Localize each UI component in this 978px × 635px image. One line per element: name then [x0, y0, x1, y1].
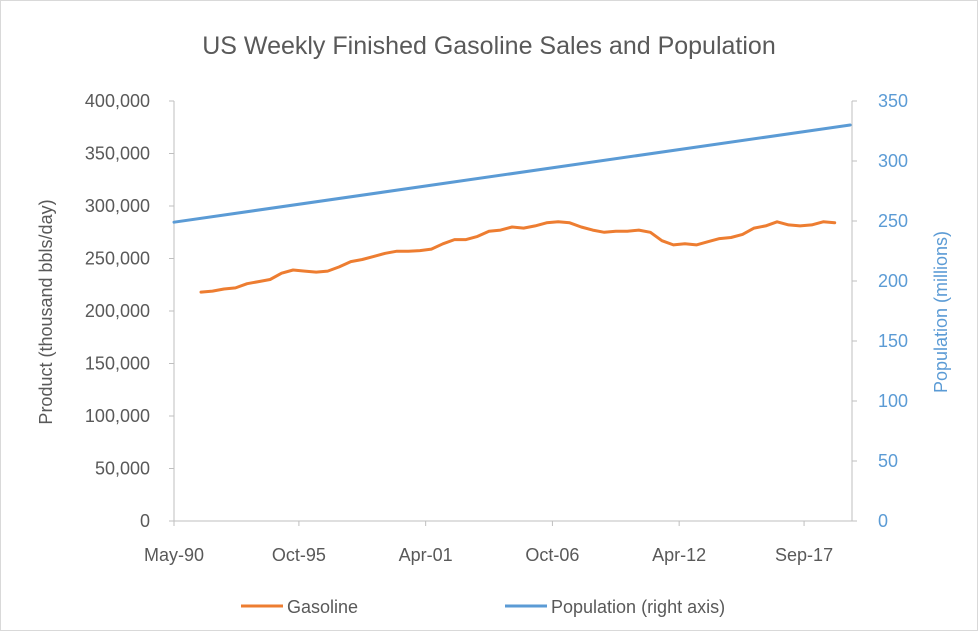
- right-tick-label: 300: [878, 151, 908, 171]
- x-tick-label: Oct-95: [272, 545, 326, 565]
- x-tick-label: Apr-01: [399, 545, 453, 565]
- right-tick-label: 0: [878, 511, 888, 531]
- axes: [173, 101, 853, 522]
- x-axis-ticks: May-90 Oct-95 Apr-01 Oct-06 Apr-12 Sep-17: [144, 521, 833, 565]
- right-tick-label: 200: [878, 271, 908, 291]
- right-tick-label: 350: [878, 91, 908, 111]
- x-tick-label: Apr-12: [652, 545, 706, 565]
- series-layer: [172, 123, 852, 294]
- right-axis-ticks: 0 50 100 150 200 250 300 350: [852, 91, 908, 531]
- left-tick-label: 200,000: [85, 301, 150, 321]
- left-axis-ticks: 0 50,000 100,000 150,000 200,000 250,000 300,0…: [85, 91, 174, 531]
- right-tick-label: 150: [878, 331, 908, 351]
- legend-label-population: Population (right axis): [551, 597, 725, 617]
- left-tick-label: 50,000: [95, 459, 150, 479]
- chart-title: US Weekly Finished Gasoline Sales and Po…: [202, 32, 775, 60]
- left-tick-label: 0: [140, 511, 150, 531]
- right-tick-label: 250: [878, 211, 908, 231]
- right-tick-label: 100: [878, 391, 908, 411]
- left-axis-label: Product (thousand bbls/day): [36, 199, 56, 424]
- series-line-population: [172, 123, 852, 224]
- left-tick-label: 400,000: [85, 91, 150, 111]
- left-tick-label: 300,000: [85, 196, 150, 216]
- legend: Gasoline Population (right axis): [241, 597, 725, 617]
- x-tick-label: Oct-06: [525, 545, 579, 565]
- series-line-gasoline: [199, 220, 837, 294]
- left-tick-label: 100,000: [85, 406, 150, 426]
- left-tick-label: 250,000: [85, 249, 150, 269]
- x-tick-label: May-90: [144, 545, 204, 565]
- right-tick-label: 50: [878, 451, 898, 471]
- legend-label-gasoline: Gasoline: [287, 597, 358, 617]
- x-tick-label: Sep-17: [775, 545, 833, 565]
- right-axis-label: Population (millions): [931, 231, 951, 393]
- left-tick-label: 150,000: [85, 354, 150, 374]
- left-tick-label: 350,000: [85, 144, 150, 164]
